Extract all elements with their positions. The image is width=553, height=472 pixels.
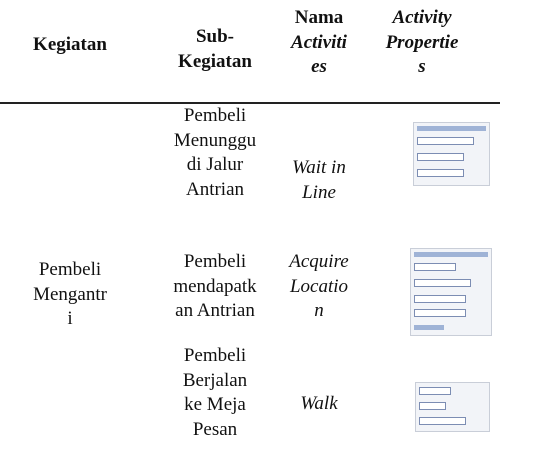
text-line: Pembeli — [38, 259, 102, 280]
properties-screenshot — [410, 248, 492, 336]
text-line: Acquire — [289, 251, 349, 272]
text-line: Walk — [300, 393, 338, 414]
header-nama-activities: Nama Activiti es — [275, 6, 363, 80]
text-line: Mengantr — [33, 283, 107, 305]
text-line: Activity — [392, 7, 452, 28]
text-line: Locatio — [289, 275, 349, 297]
activity-name: Walk — [275, 392, 363, 417]
text-line: Berjalan — [182, 369, 248, 391]
text-line: Line — [302, 181, 336, 203]
header-sub-kegiatan: Sub- Kegiatan — [150, 25, 280, 74]
text-line: Pembeli — [183, 105, 247, 126]
text-line: Kegiatan — [33, 34, 107, 55]
text-line: Pesan — [192, 418, 238, 440]
header-kegiatan: Kegiatan — [0, 33, 140, 58]
text-line: s — [418, 56, 426, 77]
sub-kegiatan: Pembeli mendapatk an Antrian — [150, 250, 280, 324]
text-line: an Antrian — [175, 300, 255, 321]
text-line: n — [314, 300, 324, 321]
sub-kegiatan: Pembeli Berjalan ke Meja Pesan — [150, 344, 280, 442]
header-rule — [0, 102, 500, 104]
activity-name: Acquire Locatio n — [275, 250, 363, 324]
text-line: Sub- — [195, 26, 235, 47]
text-line: i — [67, 308, 73, 329]
text-line: ke Meja — [184, 394, 246, 415]
text-line: Antrian — [185, 178, 245, 200]
text-line: Nama — [294, 7, 344, 28]
sub-kegiatan: Pembeli Menunggu di Jalur Antrian — [150, 104, 280, 202]
text-line: Pembeli — [183, 251, 247, 272]
text-line: Pembeli — [183, 345, 247, 366]
text-line: mendapatk — [173, 275, 257, 297]
text-line: Kegiatan — [178, 50, 252, 72]
text-line: Wait in — [292, 157, 346, 178]
text-line: Propertie — [385, 31, 459, 53]
properties-screenshot — [415, 382, 490, 432]
text-line: es — [311, 56, 327, 77]
header-activity-properties: Activity Propertie s — [372, 6, 472, 80]
kegiatan: Pembeli Mengantr i — [0, 258, 140, 332]
activity-name: Wait in Line — [275, 156, 363, 205]
properties-screenshot — [413, 122, 490, 186]
text-line: Menunggu — [173, 129, 257, 151]
text-line: di Jalur — [186, 154, 244, 175]
text-line: Activiti — [291, 31, 347, 53]
